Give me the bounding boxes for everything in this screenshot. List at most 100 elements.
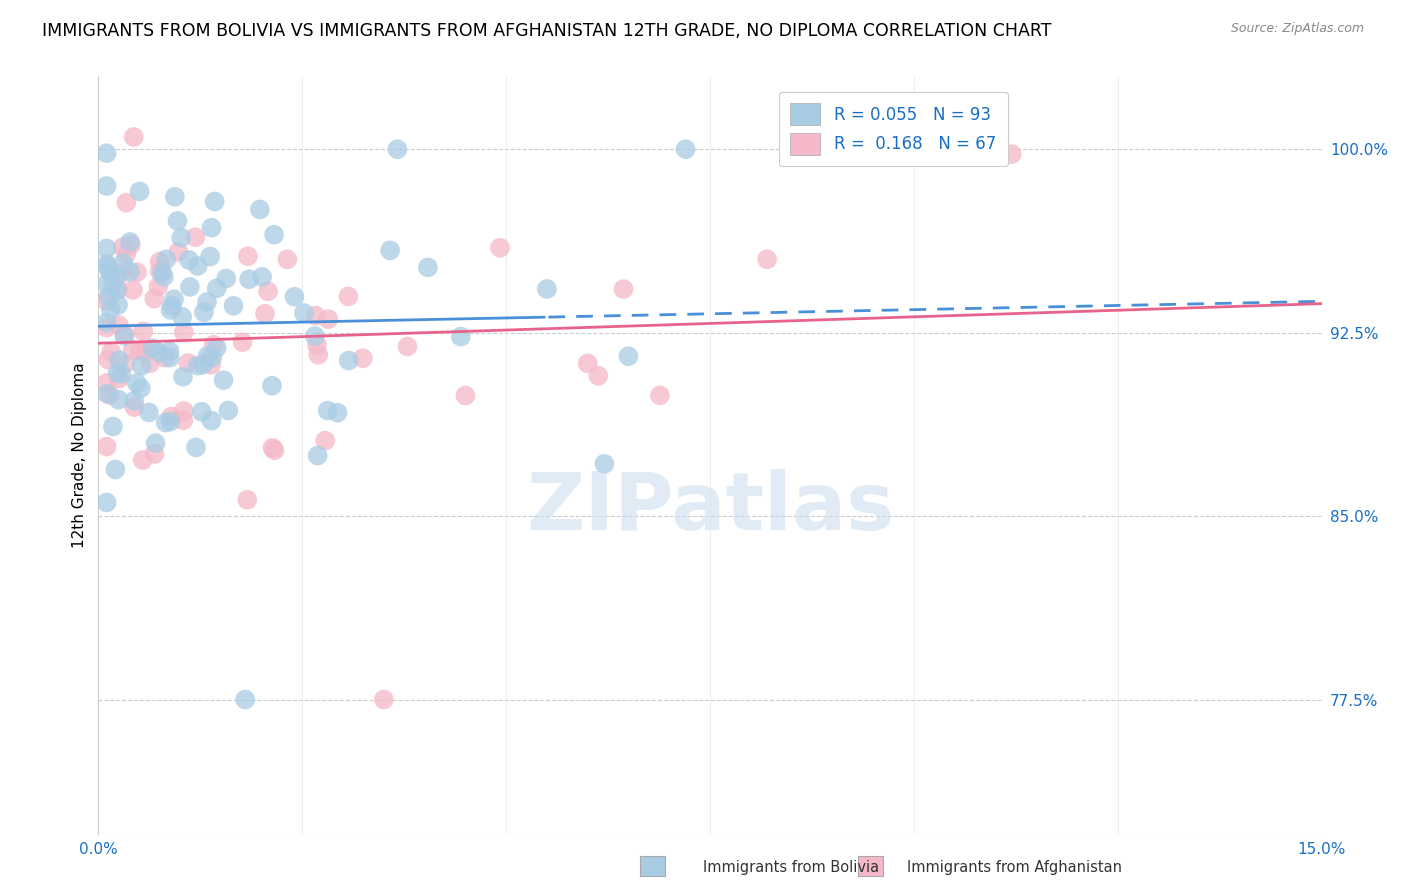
Point <box>675 142 697 156</box>
Point <box>159 415 181 429</box>
Text: ZIPatlas: ZIPatlas <box>526 469 894 547</box>
Point <box>139 356 162 370</box>
Point <box>97 259 120 273</box>
Point <box>122 130 145 145</box>
Point <box>172 369 194 384</box>
Point <box>170 230 193 244</box>
Point <box>536 282 558 296</box>
Point <box>202 337 225 351</box>
Point <box>138 405 160 419</box>
Point <box>283 290 305 304</box>
Point <box>326 406 349 420</box>
Point <box>316 403 339 417</box>
Point <box>145 436 167 450</box>
Point <box>107 392 129 407</box>
Point <box>108 318 131 332</box>
Point <box>307 449 329 463</box>
Point <box>396 339 419 353</box>
Point <box>104 462 127 476</box>
Point <box>187 359 209 373</box>
Point <box>96 376 118 390</box>
Point <box>593 457 616 471</box>
Point <box>97 352 120 367</box>
Point <box>166 214 188 228</box>
Point <box>588 368 610 383</box>
Point <box>121 343 143 357</box>
Point <box>205 341 228 355</box>
Point <box>143 447 166 461</box>
Point <box>1001 147 1024 161</box>
Point <box>155 252 177 267</box>
Point <box>148 254 170 268</box>
Point <box>135 343 157 358</box>
Point <box>167 244 190 259</box>
Point <box>222 299 245 313</box>
Point <box>131 359 153 373</box>
Point <box>132 324 155 338</box>
Point <box>576 356 599 370</box>
Point <box>148 279 170 293</box>
Point <box>236 492 259 507</box>
Point <box>107 283 129 297</box>
Point <box>114 357 136 371</box>
Point <box>132 453 155 467</box>
Point <box>177 252 200 267</box>
Point <box>115 247 138 261</box>
Point <box>110 367 132 381</box>
Point <box>191 358 214 372</box>
Point <box>105 284 128 298</box>
Point <box>337 289 360 303</box>
Legend: R = 0.055   N = 93, R =  0.168   N = 67: R = 0.055 N = 93, R = 0.168 N = 67 <box>779 92 1008 166</box>
Point <box>217 403 239 417</box>
Point <box>232 335 254 350</box>
Point <box>124 393 146 408</box>
Point <box>450 329 472 343</box>
Point <box>307 338 329 352</box>
Point <box>96 316 118 330</box>
Point <box>195 295 218 310</box>
Point <box>96 440 118 454</box>
Point <box>159 344 181 359</box>
Point <box>212 373 235 387</box>
Point <box>110 266 132 280</box>
Point <box>120 265 142 279</box>
Point <box>160 409 183 424</box>
Point <box>160 299 183 313</box>
Point <box>149 264 172 278</box>
Point <box>200 220 222 235</box>
Point <box>96 277 118 291</box>
Point <box>124 400 146 414</box>
Point <box>115 195 138 210</box>
Point <box>150 266 173 280</box>
Point <box>100 302 122 317</box>
Point <box>648 388 671 402</box>
Point <box>337 353 360 368</box>
Point <box>100 266 122 280</box>
Point <box>114 327 136 342</box>
Point <box>159 302 181 317</box>
Point <box>238 272 260 286</box>
Point <box>125 265 148 279</box>
Point <box>112 329 135 343</box>
Point <box>125 376 148 390</box>
Point <box>198 250 221 264</box>
Point <box>416 260 439 275</box>
Point <box>107 298 129 312</box>
Point <box>163 190 186 204</box>
Point <box>215 271 238 285</box>
Point <box>304 309 326 323</box>
Point <box>141 341 163 355</box>
Point <box>263 227 285 242</box>
Point <box>756 252 779 267</box>
Point <box>373 692 395 706</box>
Point <box>304 329 326 343</box>
Point <box>612 282 634 296</box>
Point <box>128 185 150 199</box>
Point <box>184 441 207 455</box>
Point <box>101 280 124 294</box>
Point <box>153 351 176 365</box>
Point <box>98 388 121 402</box>
Point <box>120 238 142 252</box>
Point <box>129 381 152 395</box>
Point <box>96 386 118 401</box>
